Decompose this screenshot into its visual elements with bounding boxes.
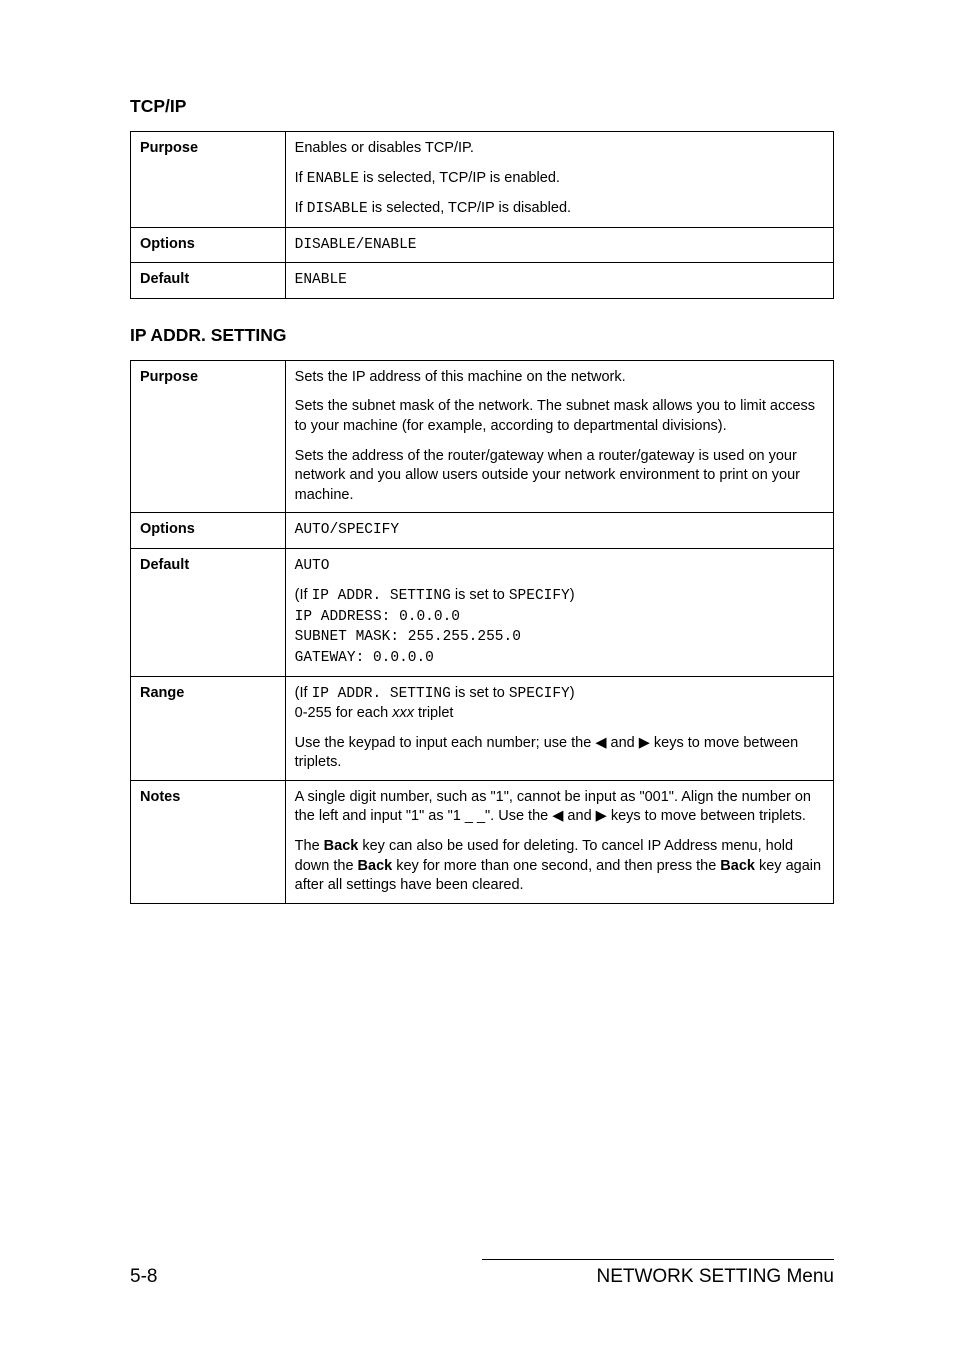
mono-text: DISABLE/ENABLE <box>295 237 417 253</box>
mono-text: AUTO <box>295 558 330 574</box>
text: key for more than one second, and then p… <box>392 858 720 874</box>
text: is selected, TCP/IP is disabled. <box>368 200 571 216</box>
default-label: Default <box>131 548 286 676</box>
text: and <box>606 735 638 751</box>
table-row: Range (If IP ADDR. SETTING is set to SPE… <box>131 676 834 780</box>
range-p2: Use the keypad to input each number; use… <box>295 734 824 773</box>
purpose-content: Enables or disables TCP/IP. If ENABLE is… <box>285 132 833 228</box>
tcpip-table: Purpose Enables or disables TCP/IP. If E… <box>130 131 834 299</box>
notes-p1: A single digit number, such as "1", cann… <box>295 788 824 827</box>
section1-heading: TCP/IP <box>130 96 834 117</box>
default-value: ENABLE <box>285 263 833 299</box>
text: (If <box>295 587 312 603</box>
purpose-p3: Sets the address of the router/gateway w… <box>295 447 824 506</box>
notes-label: Notes <box>131 780 286 903</box>
bold-text: Back <box>358 858 393 874</box>
left-triangle-icon: ◀ <box>552 808 563 824</box>
default-block: (If IP ADDR. SETTING is set to SPECIFY) … <box>295 586 824 668</box>
table-row: Default ENABLE <box>131 263 834 299</box>
purpose-p3: If DISABLE is selected, TCP/IP is disabl… <box>295 199 824 220</box>
mono-text: IP ADDR. SETTING <box>312 686 451 702</box>
default-content: AUTO (If IP ADDR. SETTING is set to SPEC… <box>285 548 833 676</box>
purpose-p1: Enables or disables TCP/IP. <box>295 139 824 159</box>
text: If <box>295 200 307 216</box>
section2-heading: IP ADDR. SETTING <box>130 325 834 346</box>
text: is set to <box>451 587 509 603</box>
text: If <box>295 170 307 186</box>
text: and <box>563 808 595 824</box>
right-triangle-icon: ▶ <box>639 735 650 751</box>
text: The <box>295 838 324 854</box>
text: Use the keypad to input each number; use… <box>295 735 596 751</box>
text: ) <box>570 587 575 603</box>
mono-text: GATEWAY: 0.0.0.0 <box>295 650 434 666</box>
footer-title: NETWORK SETTING Menu <box>596 1266 834 1288</box>
range-p1: (If IP ADDR. SETTING is set to SPECIFY) … <box>295 684 824 724</box>
table-row: Options DISABLE/ENABLE <box>131 227 834 263</box>
mono-text: IP ADDRESS: 0.0.0.0 <box>295 609 460 625</box>
mono-text: SPECIFY <box>509 686 570 702</box>
mono-text: AUTO/SPECIFY <box>295 522 399 538</box>
default-label: Default <box>131 263 286 299</box>
range-label: Range <box>131 676 286 780</box>
bold-text: Back <box>324 838 359 854</box>
text: 0-255 for each <box>295 705 393 721</box>
purpose-label: Purpose <box>131 132 286 228</box>
left-triangle-icon: ◀ <box>595 735 606 751</box>
page-footer: 5-8 NETWORK SETTING Menu <box>130 1259 834 1288</box>
page-number: 5-8 <box>130 1266 157 1288</box>
mono-text: IP ADDR. SETTING <box>312 588 451 604</box>
mono-text: DISABLE <box>307 201 368 217</box>
mono-text: SPECIFY <box>509 588 570 604</box>
text: is set to <box>451 685 509 701</box>
table-row: Notes A single digit number, such as "1"… <box>131 780 834 903</box>
mono-text: ENABLE <box>295 272 347 288</box>
text: (If <box>295 685 312 701</box>
purpose-content: Sets the IP address of this machine on t… <box>285 360 833 512</box>
footer-divider <box>482 1259 834 1260</box>
table-row: Purpose Sets the IP address of this mach… <box>131 360 834 512</box>
options-value: DISABLE/ENABLE <box>285 227 833 263</box>
text: is selected, TCP/IP is enabled. <box>359 170 560 186</box>
mono-text: ENABLE <box>307 171 359 187</box>
ipaddr-table: Purpose Sets the IP address of this mach… <box>130 360 834 904</box>
text: keys to move between triplets. <box>607 808 806 824</box>
options-value: AUTO/SPECIFY <box>285 513 833 549</box>
notes-p2: The Back key can also be used for deleti… <box>295 837 824 896</box>
purpose-p2: If ENABLE is selected, TCP/IP is enabled… <box>295 169 824 190</box>
table-row: Purpose Enables or disables TCP/IP. If E… <box>131 132 834 228</box>
text: triplet <box>414 705 454 721</box>
italic-text: xxx <box>392 705 414 721</box>
purpose-p1: Sets the IP address of this machine on t… <box>295 368 824 388</box>
table-row: Default AUTO (If IP ADDR. SETTING is set… <box>131 548 834 676</box>
text: ) <box>570 685 575 701</box>
options-label: Options <box>131 513 286 549</box>
purpose-p2: Sets the subnet mask of the network. The… <box>295 397 824 436</box>
mono-text: SUBNET MASK: 255.255.255.0 <box>295 629 521 645</box>
right-triangle-icon: ▶ <box>596 808 607 824</box>
purpose-label: Purpose <box>131 360 286 512</box>
table-row: Options AUTO/SPECIFY <box>131 513 834 549</box>
range-content: (If IP ADDR. SETTING is set to SPECIFY) … <box>285 676 833 780</box>
options-label: Options <box>131 227 286 263</box>
bold-text: Back <box>720 858 755 874</box>
notes-content: A single digit number, such as "1", cann… <box>285 780 833 903</box>
